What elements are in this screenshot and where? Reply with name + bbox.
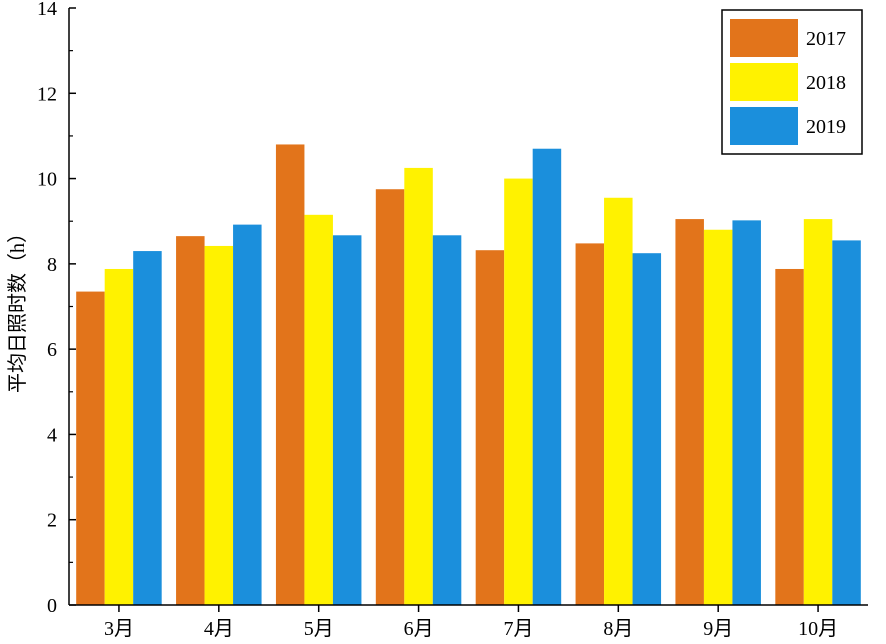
x-tick-label: 5月 [304, 618, 334, 640]
bar-2017-5 [575, 243, 605, 606]
bar-2019-5 [632, 253, 662, 606]
y-axis-title: 平均日照时数（h） [6, 223, 29, 393]
bar-2018-3 [404, 167, 433, 606]
bar-2018-4 [504, 178, 533, 606]
legend-swatch-2019 [730, 107, 798, 145]
legend-label: 2017 [806, 28, 846, 50]
x-tick-label: 9月 [703, 618, 733, 640]
y-axis-ticks: 0 2 4 6 8 10 12 14 [37, 0, 76, 617]
y-tick-label: 4 [47, 424, 57, 446]
bar-2017-6 [675, 219, 704, 605]
bar-2017-1 [176, 236, 205, 605]
legend-label: 2018 [806, 72, 846, 94]
bar-2019-7 [832, 240, 861, 605]
bar-2018-0 [104, 268, 134, 605]
legend: 2017 2018 2019 [721, 9, 863, 155]
legend-swatch-2018 [730, 63, 798, 101]
bar-2019-4 [532, 148, 562, 605]
bar-2017-0 [76, 291, 105, 605]
bar-2019-3 [432, 235, 462, 605]
y-tick-label: 8 [47, 254, 57, 276]
x-axis-ticks: 3月 4月 5月 6月 7月 8月 9月 10月 [104, 605, 838, 640]
y-tick-label: 10 [37, 169, 57, 191]
bar-2018-1 [204, 245, 234, 605]
bar-2019-1 [233, 224, 262, 605]
legend-label: 2019 [806, 116, 846, 138]
bar-2018-5 [604, 197, 633, 605]
x-tick-label: 3月 [104, 618, 134, 640]
bar-2019-2 [332, 235, 362, 605]
bar-2018-6 [703, 229, 733, 605]
bar-2019-0 [133, 251, 162, 606]
bars-layer [76, 144, 861, 606]
bar-2017-2 [275, 144, 305, 605]
bar-2017-3 [375, 189, 405, 605]
x-tick-label: 6月 [404, 618, 434, 640]
legend-swatch-2017 [730, 19, 798, 57]
x-tick-label: 7月 [503, 618, 533, 640]
x-tick-label: 8月 [603, 618, 633, 640]
bar-2018-2 [304, 214, 333, 605]
x-tick-label: 10月 [798, 618, 838, 640]
y-tick-label: 2 [47, 510, 57, 532]
y-tick-label: 12 [37, 83, 57, 105]
bar-2018-7 [803, 219, 833, 605]
bar-2019-6 [732, 220, 761, 605]
y-tick-label: 14 [37, 0, 57, 20]
y-tick-label: 0 [47, 595, 57, 617]
bar-2017-7 [775, 268, 804, 605]
x-tick-label: 4月 [204, 618, 234, 640]
y-tick-label: 6 [47, 339, 57, 361]
bar-2017-4 [475, 250, 505, 605]
